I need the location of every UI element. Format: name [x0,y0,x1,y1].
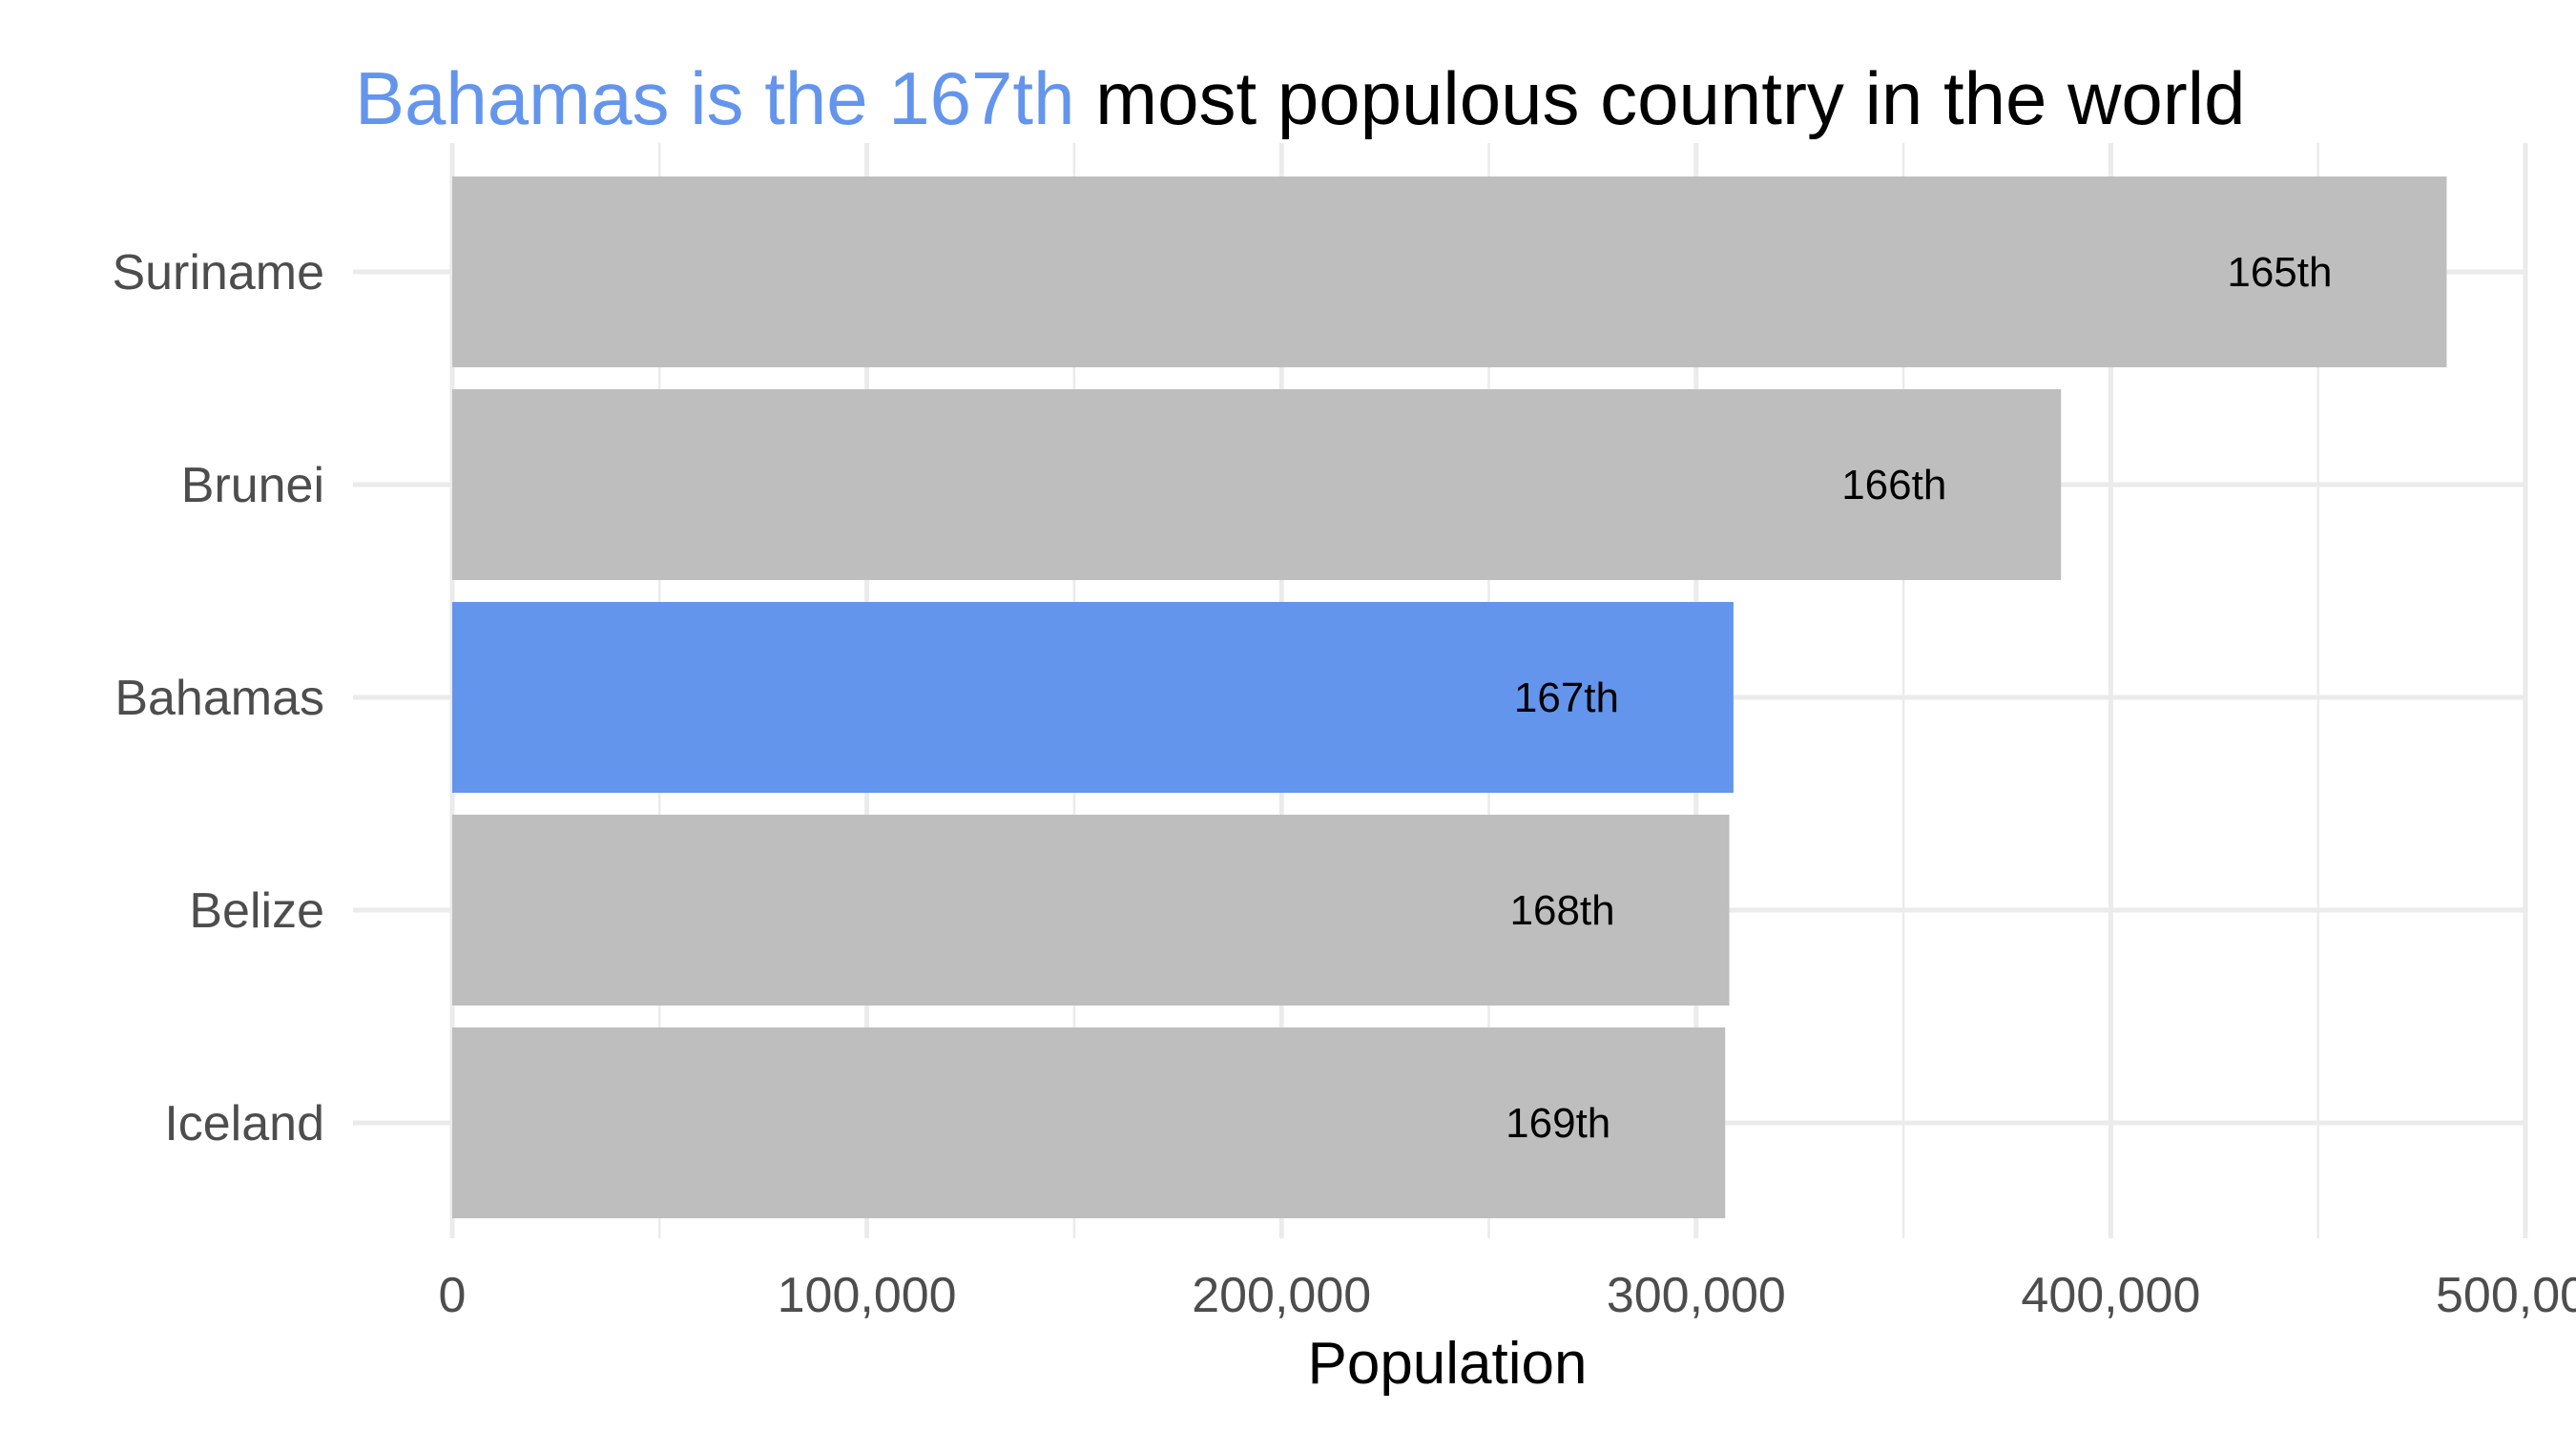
y-tick-label-suriname: Suriname [112,245,324,301]
chart-title-rest: most populous country in the world [1074,56,2245,140]
bar-label-suriname: 165th [2227,249,2332,296]
x-tick-label: 100,000 [778,1268,957,1323]
bar-suriname [452,176,2447,367]
chart-title: Bahamas is the 167th most populous count… [355,56,2245,140]
y-axis-ticks: Suriname Brunei Bahamas Belize Iceland [112,245,324,1151]
bars [452,176,2447,1218]
bar-brunei [452,389,2062,580]
y-tick-label-iceland: Iceland [164,1096,324,1151]
bar-label-brunei: 166th [1841,462,1946,508]
chart-title-highlight: Bahamas is the 167th [355,56,1074,140]
bar-belize [452,815,1730,1006]
y-tick-label-belize: Belize [189,883,324,939]
bar-label-bahamas: 167th [1514,674,1619,721]
bar-label-belize: 168th [1510,887,1615,934]
bar-labels: 165th 166th 167th 168th 169th [1506,249,2332,1147]
y-tick-label-bahamas: Bahamas [114,671,324,726]
x-tick-label: 400,000 [2021,1268,2200,1323]
bar-bahamas [452,602,1734,793]
y-tick-label-brunei: Brunei [181,458,324,513]
x-tick-label: 200,000 [1192,1268,1371,1323]
x-tick-label: 500,000 [2436,1268,2576,1323]
x-tick-label: 0 [439,1268,467,1323]
x-axis-ticks: 0 100,000 200,000 300,000 400,000 500,000 [439,1268,2576,1323]
x-tick-label: 300,000 [1607,1268,1786,1323]
bar-iceland [452,1027,1726,1218]
bar-label-iceland: 169th [1506,1100,1610,1147]
x-axis-label: Population [1307,1331,1587,1397]
